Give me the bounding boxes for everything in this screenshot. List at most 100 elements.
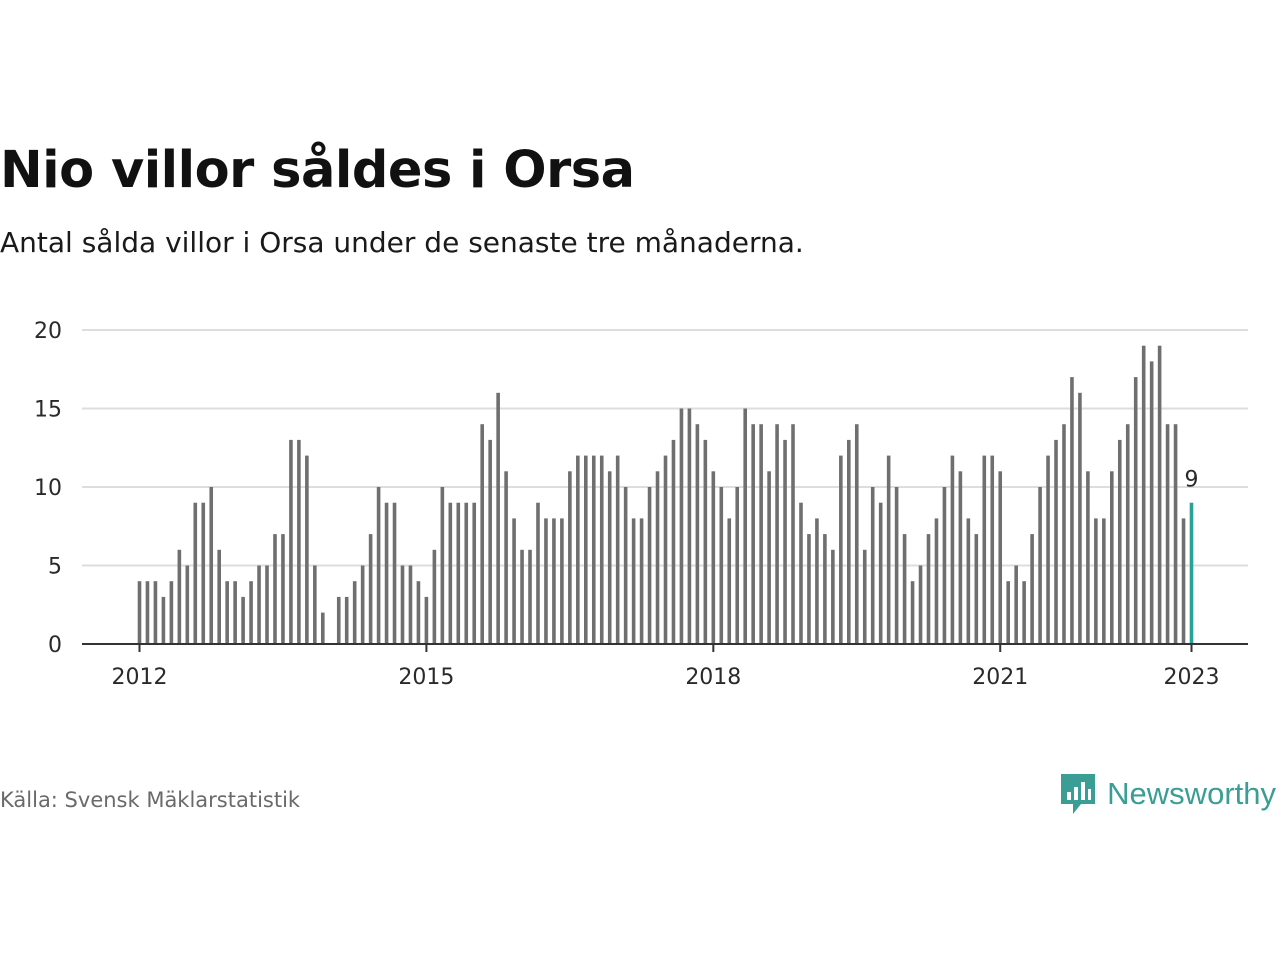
bar: [974, 534, 979, 644]
bar: [376, 487, 381, 644]
highlight-bar: [1189, 502, 1194, 644]
bar: [137, 581, 142, 644]
bar: [504, 471, 508, 644]
bar: [217, 549, 221, 644]
bar: [193, 502, 198, 644]
bar: [177, 549, 182, 644]
bar: [1014, 565, 1018, 644]
bar: [145, 581, 150, 644]
bar: [400, 565, 405, 644]
bar: [615, 455, 620, 644]
bar: [528, 549, 532, 644]
bar: [448, 502, 453, 644]
bar: [791, 424, 795, 644]
bar: [552, 518, 556, 644]
bar: [663, 455, 668, 644]
bar: [185, 565, 190, 644]
bar: [1157, 345, 1162, 644]
bar: [225, 581, 229, 644]
bar: [472, 502, 477, 644]
bar: [344, 596, 349, 644]
bar: [886, 455, 891, 644]
bar: [1070, 377, 1074, 644]
bar: [1062, 424, 1066, 644]
bar: [1173, 424, 1178, 644]
bar: [384, 502, 389, 644]
bar: [982, 455, 987, 644]
bar: [719, 487, 724, 644]
bar: [1102, 518, 1106, 644]
bar: [1141, 345, 1146, 644]
bar: [560, 518, 564, 644]
highlight-value-label: 9: [1185, 468, 1199, 493]
bar: [623, 487, 628, 644]
bar: [823, 534, 827, 644]
bar: [727, 518, 732, 644]
bar: [424, 596, 429, 644]
bar: [599, 455, 604, 644]
bar: [520, 549, 524, 644]
bar: [847, 439, 851, 644]
bar: [432, 549, 437, 644]
bar: [775, 424, 779, 644]
bar: [1125, 424, 1130, 644]
y-tick-label: 15: [34, 398, 62, 423]
bar: [1165, 424, 1170, 644]
bar: [257, 565, 261, 644]
bar: [839, 455, 843, 644]
y-tick-label: 0: [48, 633, 62, 658]
bar: [759, 424, 763, 644]
chart-title: Nio villor såldes i Orsa: [0, 141, 635, 200]
bar: [950, 455, 955, 644]
bar: [241, 596, 245, 644]
bar: [799, 502, 803, 644]
bar: [1181, 518, 1186, 644]
bar: [655, 471, 660, 644]
bar: [480, 424, 484, 644]
bar: [336, 596, 341, 644]
bar: [209, 487, 214, 644]
source-note: Källa: Svensk Mäklarstatistik: [0, 788, 301, 812]
bar: [647, 487, 652, 644]
bar: [926, 534, 931, 644]
bar: [1110, 471, 1114, 644]
bar: [807, 534, 811, 644]
bar: [990, 455, 995, 644]
bar: [488, 439, 492, 644]
bar: [878, 502, 883, 644]
bar: [368, 534, 373, 644]
bar: [1078, 392, 1082, 644]
bar: [870, 487, 875, 644]
bar: [568, 471, 572, 644]
bar: [289, 439, 293, 644]
bar: [743, 408, 747, 644]
bar: [910, 581, 915, 644]
bar: [735, 487, 740, 644]
bar: [169, 581, 174, 644]
y-tick-label: 10: [34, 476, 62, 501]
bar: [1117, 439, 1122, 644]
x-tick-label: 2012: [112, 665, 168, 690]
bar: [783, 439, 787, 644]
x-tick-label: 2023: [1164, 665, 1220, 690]
y-tick-label: 20: [34, 319, 62, 344]
bar: [591, 455, 596, 644]
bar: [1030, 534, 1034, 644]
bar: [360, 565, 365, 644]
bar: [201, 502, 206, 644]
bar: [1094, 518, 1098, 644]
bar: [584, 455, 588, 644]
bar: [918, 565, 923, 644]
x-tick-label: 2018: [685, 665, 741, 690]
bar: [297, 439, 301, 644]
bar: [1022, 581, 1026, 644]
chart-subtitle: Antal sålda villor i Orsa under de senas…: [0, 226, 804, 259]
bar: [408, 565, 413, 644]
bar: [966, 518, 971, 644]
bar: [854, 424, 859, 644]
bar: [321, 612, 325, 644]
bar: [161, 596, 166, 644]
bar: [1133, 377, 1138, 644]
bar: [862, 549, 867, 644]
bar: [902, 534, 907, 644]
